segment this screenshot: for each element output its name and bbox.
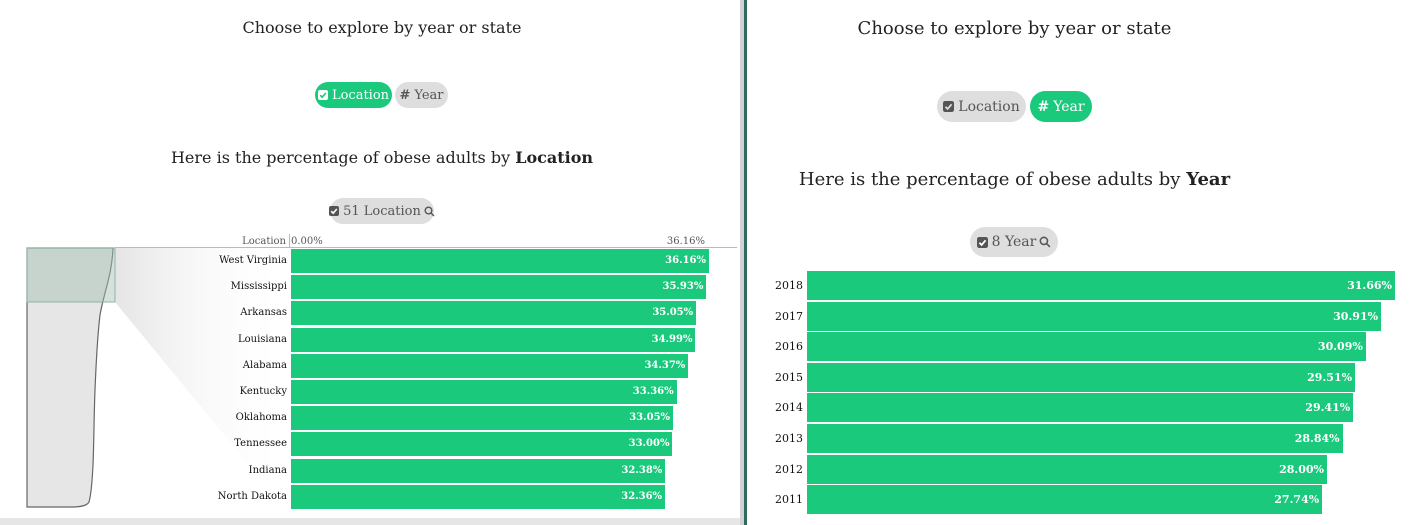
panel-divider-accent: [744, 0, 747, 525]
page-title: Choose to explore by year or state: [857, 18, 1172, 39]
bar[interactable]: [807, 362, 1356, 392]
category-column-header: Location: [242, 236, 286, 247]
bar[interactable]: [807, 301, 1382, 331]
bar-value-label: 30.91%: [1333, 309, 1379, 323]
axis-separator: [289, 234, 290, 248]
bar[interactable]: [291, 327, 696, 352]
category-label: North Dakota: [217, 490, 287, 502]
bar[interactable]: [291, 275, 707, 300]
bar[interactable]: [291, 249, 709, 273]
bar-value-label: 35.93%: [662, 281, 704, 293]
bar[interactable]: [807, 485, 1323, 515]
page-title: Choose to explore by year or state: [242, 18, 522, 37]
year-filter-label: 8 Year: [991, 234, 1037, 250]
category-label: Mississippi: [230, 281, 287, 293]
category-label: Alabama: [242, 359, 287, 371]
year-toggle-label: Year: [1053, 98, 1085, 115]
hash-icon: #: [1037, 98, 1050, 115]
bar[interactable]: [291, 432, 673, 457]
category-label: 2013: [775, 432, 803, 445]
category-label: 2015: [775, 370, 803, 384]
minimap-viewport-brush[interactable]: [26, 247, 116, 303]
year-toggle-button[interactable]: # Year: [395, 82, 448, 108]
checkbox-icon: [943, 101, 955, 112]
bar-value-label: 36.16%: [665, 255, 706, 266]
bar-value-label: 34.37%: [644, 359, 686, 371]
bar-value-label: 32.38%: [621, 464, 663, 476]
checkbox-icon: [329, 206, 340, 216]
minimap-zoom-fan: [115, 248, 290, 515]
bar[interactable]: [291, 406, 674, 431]
category-label: 2014: [775, 401, 803, 415]
location-toggle-button[interactable]: Location: [937, 91, 1026, 122]
axis-max-label: 36.16%: [666, 236, 705, 247]
bar-value-label: 27.74%: [1274, 493, 1320, 507]
category-label: West Virginia: [219, 255, 287, 266]
year-filter-button[interactable]: 8 Year: [970, 227, 1058, 257]
bar-value-label: 28.84%: [1294, 432, 1340, 445]
category-label: Arkansas: [240, 307, 287, 319]
bar[interactable]: [291, 484, 666, 509]
category-label: Kentucky: [239, 386, 287, 397]
checkbox-icon: [317, 90, 328, 100]
category-label: Indiana: [248, 464, 287, 476]
category-label: 2018: [775, 279, 803, 292]
checkbox-icon: [976, 236, 988, 248]
bar-value-label: 33.00%: [628, 438, 670, 450]
category-label: 2017: [775, 309, 803, 323]
bar-value-label: 30.09%: [1317, 340, 1363, 354]
chart-subtitle: Here is the percentage of obese adults b…: [170, 148, 594, 167]
category-label: Tennessee: [234, 438, 287, 450]
bar-value-label: 31.66%: [1347, 279, 1392, 292]
year-toggle-button[interactable]: # Year: [1030, 91, 1092, 122]
bar[interactable]: [291, 353, 689, 378]
search-icon: [424, 206, 435, 217]
location-toggle-label: Location: [331, 87, 390, 103]
bar[interactable]: [807, 454, 1328, 484]
bar-value-label: 29.41%: [1305, 401, 1351, 415]
location-filter-button[interactable]: 51 Location: [329, 198, 435, 224]
panel-divider: [740, 0, 747, 525]
bar[interactable]: [291, 458, 666, 483]
location-toggle-button[interactable]: Location: [315, 82, 392, 108]
minimap[interactable]: [0, 230, 300, 518]
bar-value-label: 32.36%: [621, 490, 663, 502]
year-toggle-label: Year: [414, 87, 444, 103]
chart-subtitle: Here is the percentage of obese adults b…: [798, 169, 1231, 190]
axis-min-label: 0.00%: [291, 236, 323, 247]
hash-icon: #: [399, 87, 411, 103]
bar-value-label: 35.05%: [652, 307, 694, 319]
search-icon: [1039, 236, 1051, 248]
location-panel: Choose to explore by year or state Locat…: [0, 0, 740, 518]
bar[interactable]: [807, 271, 1395, 300]
category-label: 2011: [775, 493, 803, 507]
minimap-distribution-shape: [26, 247, 114, 508]
bar-value-label: 28.00%: [1279, 462, 1325, 476]
bar[interactable]: [807, 424, 1343, 453]
category-label: 2012: [775, 462, 803, 476]
axis-line: [115, 247, 737, 248]
year-panel: Choose to explore by year or state Locat…: [747, 0, 1415, 525]
category-label: Louisiana: [238, 333, 287, 345]
bar[interactable]: [291, 380, 677, 404]
bar[interactable]: [807, 393, 1354, 423]
bar-value-label: 34.99%: [651, 333, 693, 345]
location-toggle-label: Location: [958, 98, 1020, 115]
location-filter-label: 51 Location: [343, 203, 421, 219]
category-label: Oklahoma: [235, 412, 287, 424]
bar[interactable]: [807, 332, 1366, 362]
bar[interactable]: [291, 301, 697, 326]
category-label: 2016: [775, 340, 803, 354]
bar-value-label: 33.36%: [632, 386, 674, 397]
bar-value-label: 29.51%: [1307, 370, 1353, 384]
bar-value-label: 33.05%: [629, 412, 671, 424]
